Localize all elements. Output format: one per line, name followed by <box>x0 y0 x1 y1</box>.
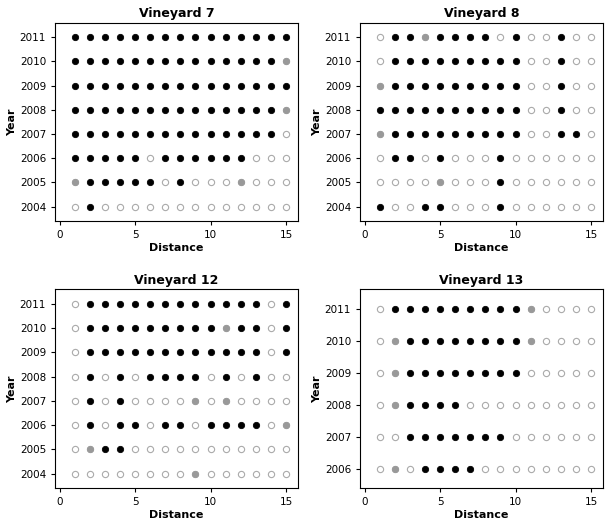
Y-axis label: Year: Year <box>7 108 17 135</box>
X-axis label: Distance: Distance <box>454 510 509 520</box>
Y-axis label: Year: Year <box>7 375 17 403</box>
Y-axis label: Year: Year <box>312 108 322 135</box>
Title: Vineyard 8: Vineyard 8 <box>444 7 519 20</box>
Title: Vineyard 7: Vineyard 7 <box>139 7 214 20</box>
X-axis label: Distance: Distance <box>454 243 509 253</box>
Y-axis label: Year: Year <box>312 375 322 403</box>
Title: Vineyard 13: Vineyard 13 <box>439 274 524 287</box>
X-axis label: Distance: Distance <box>149 243 204 253</box>
Title: Vineyard 12: Vineyard 12 <box>134 274 219 287</box>
X-axis label: Distance: Distance <box>149 510 204 520</box>
